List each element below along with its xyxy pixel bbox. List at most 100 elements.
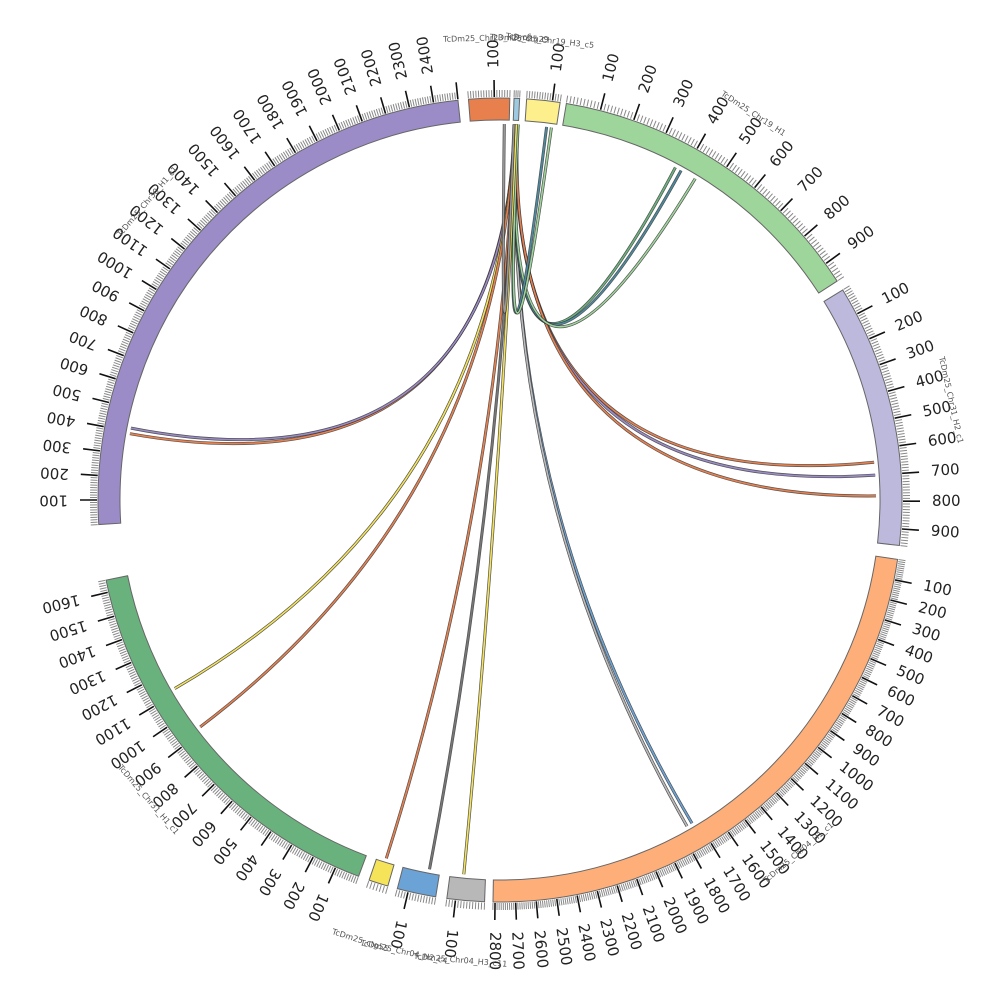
minor-tick — [793, 775, 800, 781]
minor-tick — [789, 779, 796, 786]
minor-tick — [128, 324, 136, 329]
minor-tick — [289, 845, 295, 853]
minor-tick — [628, 881, 632, 889]
ideogram-ctgB[interactable] — [512, 97, 521, 121]
minor-tick — [152, 714, 160, 719]
minor-tick — [434, 95, 437, 103]
minor-tick — [250, 819, 256, 826]
minor-tick — [643, 116, 647, 124]
minor-tick — [757, 809, 763, 816]
minor-tick — [724, 834, 730, 841]
minor-tick — [168, 736, 175, 742]
tick-label: 100 — [922, 576, 954, 599]
minor-tick — [325, 864, 330, 872]
minor-tick — [103, 603, 111, 607]
minor-tick — [210, 785, 217, 792]
minor-tick — [851, 697, 858, 702]
tick-label: 300 — [669, 76, 697, 110]
minor-tick — [311, 135, 316, 143]
minor-tick — [639, 115, 644, 123]
minor-tick — [400, 890, 403, 898]
minor-tick — [700, 849, 705, 856]
minor-tick — [536, 91, 539, 99]
minor-tick — [338, 122, 343, 130]
minor-tick — [895, 421, 903, 425]
tick-label: 400 — [45, 408, 76, 431]
minor-tick — [550, 899, 553, 907]
minor-tick — [878, 637, 886, 641]
major-tick — [551, 83, 556, 101]
minor-tick — [756, 184, 763, 191]
minor-tick — [626, 882, 630, 890]
minor-tick — [448, 899, 451, 907]
minor-tick — [872, 343, 880, 347]
minor-tick — [879, 635, 887, 639]
major-tick — [692, 853, 703, 869]
minor-tick — [295, 143, 301, 151]
ideogram-ctgF[interactable] — [368, 858, 395, 887]
minor-tick — [821, 742, 828, 748]
minor-tick — [768, 799, 774, 806]
minor-tick — [356, 115, 361, 123]
ideogram-chr30[interactable] — [97, 99, 461, 526]
minor-tick — [712, 841, 717, 849]
link-ctgB-chr04 — [514, 124, 693, 824]
minor-tick — [618, 884, 622, 892]
minor-tick — [433, 897, 437, 905]
minor-tick — [221, 198, 227, 205]
ideogram-chr19[interactable] — [562, 102, 838, 294]
minor-tick — [801, 228, 808, 234]
minor-tick — [217, 792, 224, 799]
minor-tick — [895, 575, 903, 578]
minor-tick — [114, 636, 122, 641]
major-tick — [825, 252, 841, 264]
minor-tick — [897, 563, 905, 566]
minor-tick — [352, 876, 357, 884]
ideogram-ctgA[interactable] — [467, 97, 511, 122]
minor-tick — [762, 188, 768, 195]
minor-tick — [882, 627, 890, 631]
tick-label: 2400 — [413, 35, 437, 76]
major-tick — [696, 133, 707, 149]
minor-tick — [345, 873, 350, 881]
minor-tick — [369, 881, 373, 889]
minor-tick — [539, 91, 541, 100]
minor-tick — [155, 276, 162, 282]
minor-tick — [291, 847, 297, 854]
minor-tick — [696, 851, 701, 859]
minor-tick — [200, 774, 206, 781]
minor-tick — [824, 738, 831, 744]
minor-tick — [244, 179, 250, 186]
minor-tick — [102, 599, 110, 602]
minor-tick — [403, 891, 406, 899]
minor-tick — [584, 893, 588, 901]
ideogram-ctgC[interactable] — [524, 98, 561, 125]
minor-tick — [98, 417, 106, 420]
ideogram-chr04[interactable] — [492, 555, 899, 903]
minor-tick — [743, 820, 749, 828]
ideogram-chr31h2[interactable] — [823, 289, 903, 547]
minor-tick — [558, 898, 561, 906]
minor-tick — [92, 454, 100, 457]
major-tick — [429, 85, 435, 103]
major-tick — [138, 705, 155, 716]
minor-tick — [366, 112, 370, 120]
ideogram-ctgD[interactable] — [446, 876, 486, 903]
minor-tick — [901, 534, 909, 536]
minor-tick — [285, 843, 290, 850]
ideogram-chr31h1[interactable] — [105, 575, 367, 877]
minor-tick — [196, 223, 203, 229]
tick-label: 200 — [892, 307, 925, 335]
ideogram-ctgE[interactable] — [396, 866, 440, 898]
minor-tick — [154, 278, 161, 284]
minor-tick — [721, 836, 726, 843]
minor-tick — [883, 375, 891, 379]
minor-tick — [566, 897, 569, 905]
chromosome-label: TcDm25_ctg29 — [489, 33, 549, 44]
minor-tick — [539, 900, 542, 908]
minor-tick — [782, 787, 788, 793]
major-tick — [633, 103, 641, 121]
minor-tick — [252, 821, 258, 828]
minor-tick — [112, 364, 120, 368]
minor-tick — [787, 212, 794, 219]
